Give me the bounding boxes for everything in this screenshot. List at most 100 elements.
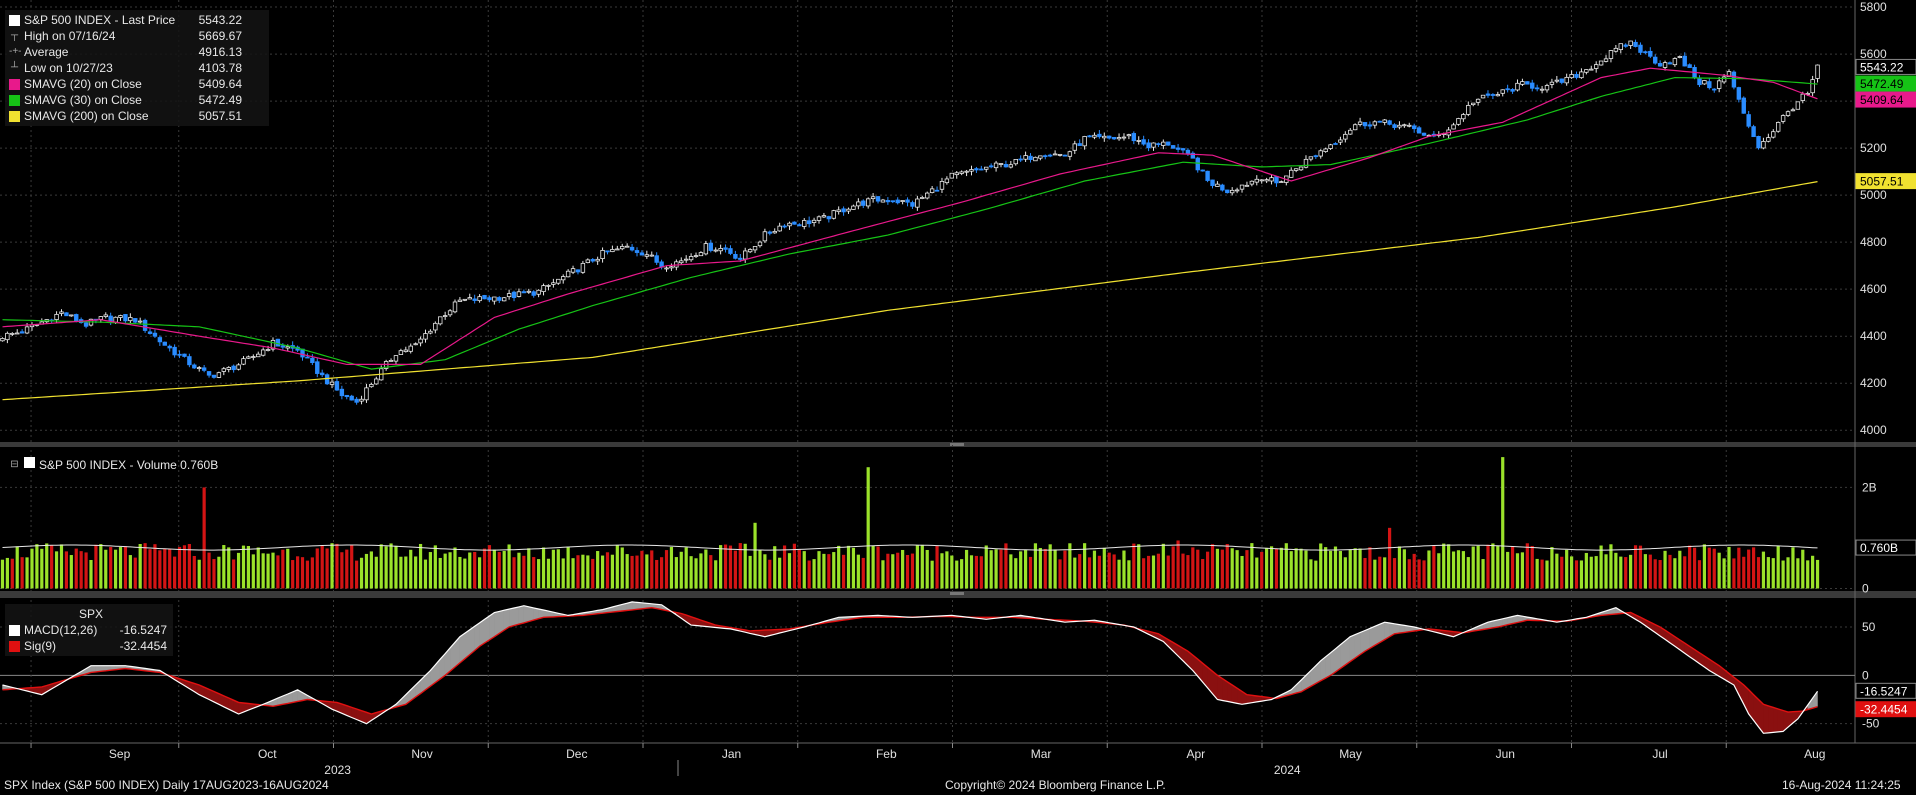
sma20-swatch-icon <box>9 78 20 90</box>
volume-bar-up <box>586 555 590 589</box>
legend-row-macd: MACD(12,26) -16.5247 <box>9 622 169 638</box>
candle-down <box>1741 97 1746 114</box>
volume-bar-up <box>1250 543 1254 589</box>
volume-bar-up <box>1569 556 1574 589</box>
month-label: Feb <box>876 747 897 761</box>
candle-up <box>1539 88 1545 91</box>
candle-down <box>1416 127 1422 134</box>
volume-bar-up <box>1786 557 1790 589</box>
volume-bar-up <box>1609 544 1613 589</box>
volume-bar-up <box>261 553 265 589</box>
volume-bar-up <box>1491 543 1495 589</box>
month-label: Jun <box>1496 747 1515 761</box>
volume-bar-down <box>1387 527 1392 589</box>
volume-bar-down <box>1063 550 1067 589</box>
candle-down <box>1490 94 1496 96</box>
volume-bar-down <box>1132 543 1136 589</box>
candle-up <box>1215 183 1220 187</box>
candle-up <box>492 296 497 302</box>
candle-up <box>856 201 861 207</box>
volume-bar-down <box>20 557 24 589</box>
volume-average-line <box>2 544 1818 551</box>
candle-up <box>679 260 684 264</box>
volume-bar-up <box>1471 546 1475 589</box>
macd-panel-label: SPX <box>79 607 104 621</box>
volume-bar-down <box>999 549 1003 589</box>
candle-up <box>1500 89 1505 94</box>
volume-bar-down <box>1043 548 1047 589</box>
volume-bar-up <box>822 553 826 589</box>
candle-up <box>713 249 718 252</box>
volume-bar-up <box>30 548 34 589</box>
volume-bar-up <box>1102 547 1106 589</box>
candle-up <box>246 356 251 359</box>
macd-histogram-fill <box>523 605 530 624</box>
candle-up <box>1372 121 1378 126</box>
candle-up <box>1126 134 1132 137</box>
footer-left: SPX Index (S&P 500 INDEX) Daily 17AUG202… <box>4 778 329 792</box>
volume-bar-down <box>1171 546 1175 589</box>
candle-down <box>1170 145 1176 149</box>
volume-bar-up <box>477 557 482 589</box>
candle-up <box>1092 134 1097 138</box>
macd-histogram-fill <box>1349 634 1356 662</box>
volume-bar-up <box>1427 550 1431 589</box>
candle-down <box>1166 141 1171 146</box>
volume-bar-up <box>1023 550 1028 589</box>
macd-histogram-fill <box>479 618 485 647</box>
macd-histogram-fill <box>1777 708 1784 733</box>
volume-bar-up <box>507 544 511 589</box>
volume-bar-up <box>1451 551 1456 589</box>
volume-bar-down <box>630 555 634 589</box>
macd-histogram-fill <box>1364 628 1371 652</box>
candle-up <box>1057 153 1063 156</box>
volume-bar-down <box>861 557 865 589</box>
candle-down <box>1210 179 1215 187</box>
volume-bar-up <box>1456 550 1461 589</box>
macd-histogram-fill <box>1768 705 1774 734</box>
volume-bar-up <box>1643 554 1647 589</box>
candle-up <box>1289 169 1294 178</box>
candle-down <box>1156 143 1161 146</box>
candle-up <box>1618 43 1623 51</box>
candle-up <box>787 222 792 227</box>
candle-down <box>1712 88 1717 91</box>
candle-down <box>1097 133 1102 138</box>
candle-up <box>1023 155 1028 160</box>
macd-histogram-fill <box>489 612 495 641</box>
volume-bar-down <box>640 550 644 589</box>
footer-copyright: Copyright© 2024 Bloomberg Finance L.P. <box>945 778 1166 792</box>
volume-bar-up <box>404 556 408 589</box>
volume-bar-up <box>778 557 782 589</box>
candle-down <box>83 322 89 327</box>
candle-up <box>959 171 964 174</box>
candle-down <box>1200 169 1205 172</box>
candle-up <box>1800 93 1805 101</box>
candle-up <box>1229 189 1235 194</box>
candle-down <box>634 250 640 253</box>
candle-down <box>231 365 236 371</box>
volume-bar-up <box>54 551 59 589</box>
candle-up <box>1116 137 1122 140</box>
candle-up <box>1407 124 1412 127</box>
volume-bar-up <box>753 522 757 589</box>
legend-row-high: ┬ High on 07/16/24 5669.67 <box>9 28 265 44</box>
volume-bar-up <box>468 552 472 589</box>
volume-bar-up <box>1309 559 1313 589</box>
candle-up <box>1013 159 1018 165</box>
candle-down <box>1185 149 1191 155</box>
macd-line <box>2 601 1818 734</box>
candle-up <box>747 249 753 253</box>
volume-expand-icon[interactable]: ⊟ <box>10 459 19 470</box>
candle-up <box>811 219 817 223</box>
legend-row-sma200: SMAVG (200) on Close 5057.51 <box>9 108 265 124</box>
price-panel-title: S&P 500 INDEX - Last Price <box>24 13 176 27</box>
candle-down <box>472 298 477 301</box>
volume-bar-up <box>384 546 388 589</box>
candle-down <box>344 394 349 398</box>
year-label: 2023 <box>324 763 351 777</box>
candle-up <box>1264 179 1269 182</box>
candle-up <box>1466 105 1471 115</box>
candle-up <box>369 384 374 388</box>
